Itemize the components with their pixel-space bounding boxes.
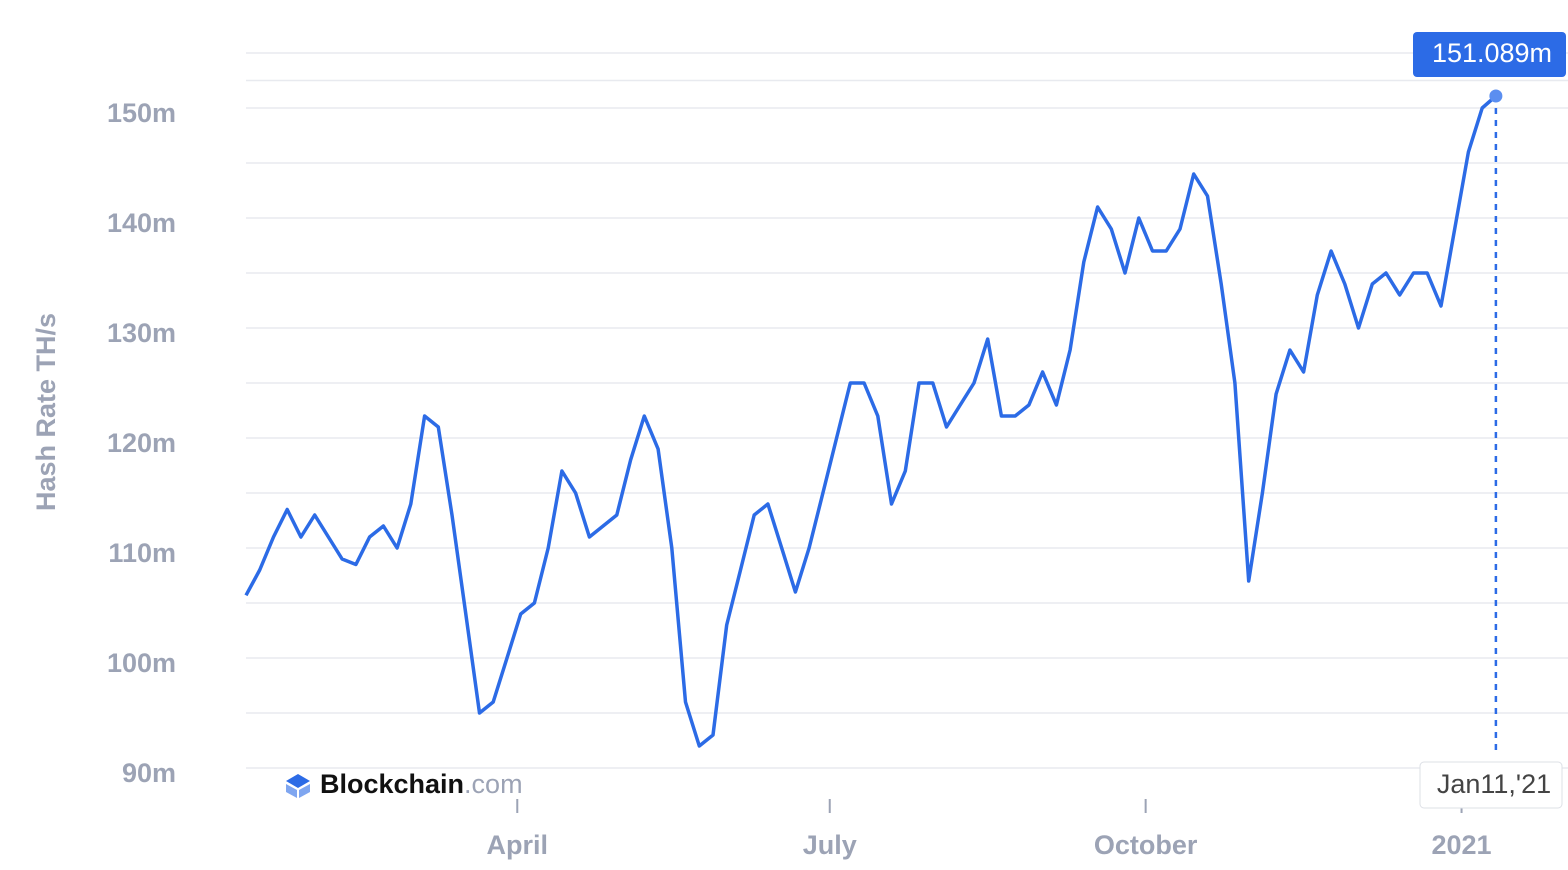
logo [286, 774, 310, 788]
logo [286, 784, 310, 798]
y-tick-label: 90m [122, 758, 176, 788]
y-tick-label: 100m [107, 648, 176, 678]
x-tick-label: July [803, 830, 857, 860]
y-tick-label: 130m [107, 318, 176, 348]
watermark: Blockchain.com [286, 769, 523, 799]
y-tick-label: 110m [108, 538, 176, 568]
x-tick-label: April [487, 830, 549, 860]
y-tick-label: 150m [107, 98, 176, 128]
y-tick-label: 120m [107, 428, 176, 458]
y-tick-label: 140m [107, 208, 176, 238]
brand: Blockchain.com [320, 769, 523, 799]
tooltip-box [1413, 32, 1566, 77]
x-tick-label: October [1094, 830, 1198, 860]
line [244, 94, 1498, 748]
x-tick-label: 2021 [1432, 830, 1492, 860]
y-axis-label: Hash Rate TH/s [31, 313, 61, 511]
brand-name: Blockchain [320, 769, 464, 799]
tooltip-date: Jan11,'21 [1437, 769, 1551, 799]
brand-domain: .com [464, 769, 523, 799]
point [1489, 89, 1503, 103]
tooltip-date-box [1419, 761, 1563, 809]
tooltip-value: 151.089m [1432, 38, 1552, 68]
